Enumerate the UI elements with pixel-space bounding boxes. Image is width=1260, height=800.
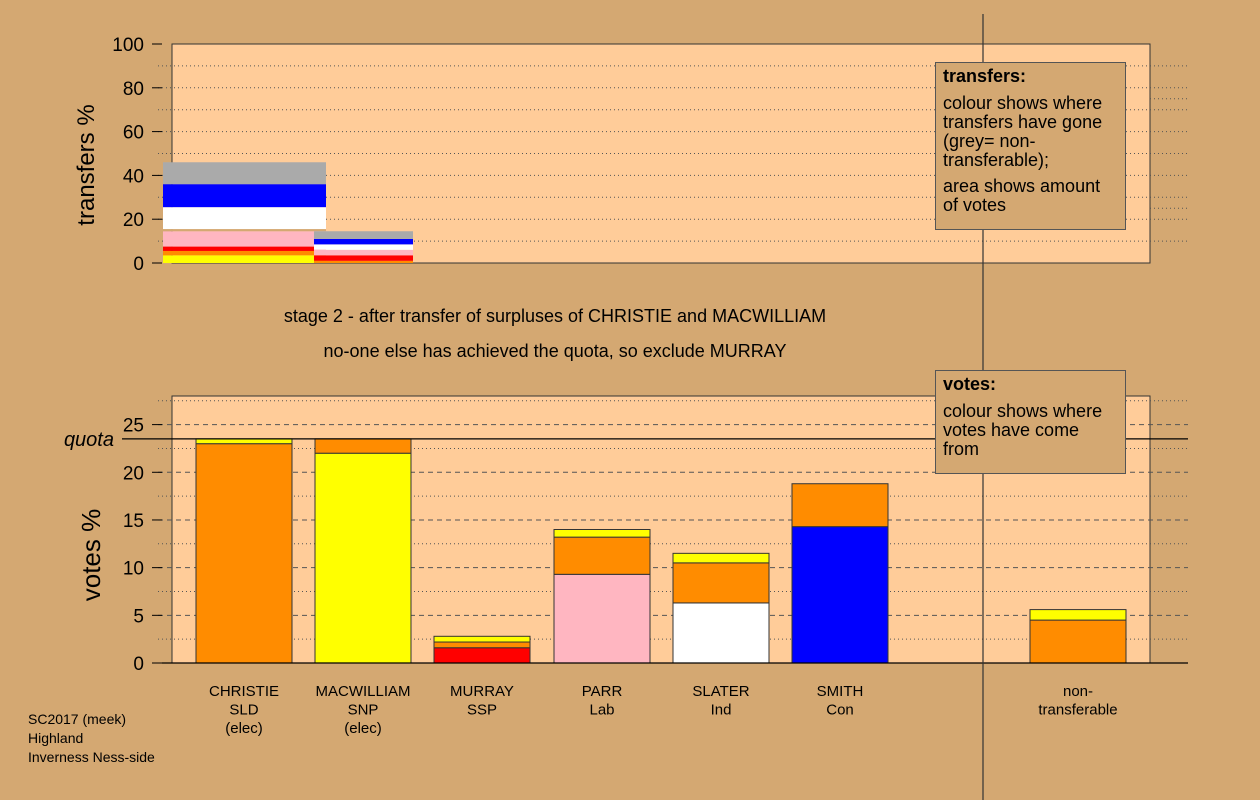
votes-y-tick-label: 25 xyxy=(123,416,144,437)
stage-heading: stage 2 - after transfer of surpluses of… xyxy=(283,306,827,326)
votes-category-label: non- xyxy=(1063,683,1093,700)
transfers-y-tick-label: 0 xyxy=(133,254,144,275)
votes-bar-segment-christie xyxy=(195,438,293,445)
transfers-y-tick-label: 60 xyxy=(123,123,144,144)
votes-category-label: SLD xyxy=(229,702,258,719)
transfers-bar-segment-christie xyxy=(163,231,326,247)
transfers-legend: transfers: colour shows where transfers … xyxy=(935,62,1126,230)
transfers-legend-colour-note: colour shows where transfers have gone (… xyxy=(943,93,1103,170)
votes-category-label: transferable xyxy=(1038,702,1117,719)
votes-bar-segment-non-transferable xyxy=(1029,619,1127,664)
transfers-legend-title: transfers: xyxy=(943,66,1027,86)
votes-category-label: CHRISTIE xyxy=(209,683,279,700)
votes-bar-segment-macwilliam xyxy=(314,438,412,454)
votes-bar-segment-christie xyxy=(195,443,293,664)
transfers-bar-segment-macwilliam xyxy=(314,238,413,245)
votes-category-label: (elec) xyxy=(344,720,382,737)
transfers-bar-segment-macwilliam xyxy=(314,249,413,256)
votes-category-label: MACWILLIAM xyxy=(315,683,410,700)
transfers-y-tick-label: 80 xyxy=(123,79,144,100)
transfers-y-tick-label: 40 xyxy=(123,166,144,187)
votes-bar-segment-smith xyxy=(791,483,889,528)
votes-category-label: SMITH xyxy=(817,683,864,700)
quota-label: quota xyxy=(64,429,114,451)
votes-category-label: SSP xyxy=(467,702,497,719)
transfers-bar-segment-christie xyxy=(163,162,326,185)
transfers-y-tick-label: 20 xyxy=(123,210,144,231)
votes-legend: votes: colour shows where votes have com… xyxy=(935,370,1126,474)
votes-category-label: MURRAY xyxy=(450,683,514,700)
votes-category-label: PARR xyxy=(582,683,623,700)
transfers-bar-segment-macwilliam xyxy=(314,231,413,239)
footer-election: SC2017 (meek) xyxy=(28,711,127,727)
votes-bar-segment-murray xyxy=(433,635,531,643)
votes-category-label: SNP xyxy=(348,702,379,719)
votes-bar-segment-parr xyxy=(553,536,651,575)
votes-category-label: Con xyxy=(826,702,854,719)
votes-y-tick-label: 15 xyxy=(123,511,144,532)
transfers-bar-segment-macwilliam xyxy=(314,260,413,263)
votes-category-label: (elec) xyxy=(225,720,263,737)
transfers-bar-segment-christie xyxy=(163,255,326,263)
votes-legend-title: votes: xyxy=(943,374,997,394)
footer-council: Highland xyxy=(28,730,84,746)
votes-category-label: Ind xyxy=(711,702,732,719)
transfers-bar-segment-christie xyxy=(163,229,326,232)
votes-y-axis-label: votes % xyxy=(76,509,106,602)
votes-y-tick-label: 0 xyxy=(133,654,144,675)
votes-category-label: SLATER xyxy=(692,683,749,700)
votes-bar-segment-slater xyxy=(672,602,770,664)
transfers-y-axis-label: transfers % xyxy=(73,104,100,225)
votes-category-label: Lab xyxy=(589,702,614,719)
votes-bar-segment-parr xyxy=(553,529,651,538)
votes-bar-segment-parr xyxy=(553,573,651,664)
transfers-legend-area-note: area shows amount of votes xyxy=(943,176,1101,215)
transfers-bar-segment-christie xyxy=(163,207,326,230)
stage-decision: no-one else has achieved the quota, so e… xyxy=(323,341,787,361)
transfers-bar-segment-macwilliam xyxy=(314,244,413,250)
transfers-bar-segment-christie xyxy=(163,246,326,251)
votes-y-tick-label: 5 xyxy=(133,606,144,627)
votes-bar-segment-macwilliam xyxy=(314,452,412,664)
footer-ward: Inverness Ness-side xyxy=(28,749,155,765)
votes-bar-segment-murray xyxy=(433,647,531,664)
votes-bar-segment-murray xyxy=(433,641,531,649)
votes-bar-segment-non-transferable xyxy=(1029,609,1127,621)
votes-bar-segment-slater xyxy=(672,562,770,604)
votes-bar-segment-slater xyxy=(672,552,770,564)
votes-bar-segment-smith xyxy=(791,526,889,664)
transfers-bar-segment-christie xyxy=(163,250,326,256)
votes-y-tick-label: 20 xyxy=(123,463,144,484)
transfers-bar-segment-macwilliam xyxy=(314,255,413,261)
transfers-y-tick-label: 100 xyxy=(112,35,144,56)
transfers-bar-segment-christie xyxy=(163,184,326,208)
votes-legend-colour-note: colour shows where votes have come from xyxy=(943,401,1103,459)
votes-y-tick-label: 10 xyxy=(123,559,144,580)
